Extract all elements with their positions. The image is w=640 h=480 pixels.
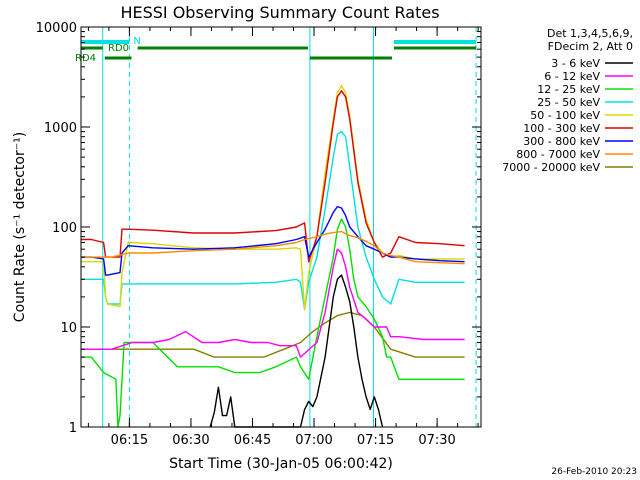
legend-entry-label: 50 - 100 keV [530, 109, 600, 122]
y-tick-label: 10 [60, 321, 77, 336]
x-tick-label: 06:30 [172, 433, 209, 448]
legend-header: FDecim 2, Att 0 [548, 40, 633, 53]
series-line-9 [81, 230, 465, 265]
y-tick-label: 1 [69, 421, 77, 436]
x-tick-label: 07:00 [295, 433, 332, 448]
x-axis-label: Start Time (30-Jan-05 06:00:42) [169, 456, 393, 472]
legend: Det 1,3,4,5,6,9,FDecim 2, Att 0 3 - 6 keV… [502, 27, 633, 174]
legend-entry-label: 12 - 25 keV [537, 83, 600, 96]
series-layer [81, 84, 465, 428]
axis-layer: 06:15 06:30 06:45 07:00 07:15 07:30 1 10 100 1000… [36, 21, 481, 448]
y-tick-label: 1000 [44, 121, 77, 136]
legend-header: Det 1,3,4,5,6,9, [547, 27, 633, 40]
legend-entry-label: 300 - 800 keV [523, 135, 600, 148]
series-line-8 [81, 205, 465, 276]
series-line-1 [81, 311, 465, 358]
series-line-4 [209, 274, 384, 428]
legend-entry-label: 7000 - 20000 keV [502, 161, 600, 174]
series-line-2 [81, 218, 465, 428]
series-line-5 [81, 130, 465, 311]
series-line-3 [81, 248, 465, 358]
legend-entry-label: 6 - 12 keV [544, 70, 600, 83]
legend-entry-label: 25 - 50 keV [537, 96, 600, 109]
y-tick-label: 10000 [36, 21, 77, 36]
y-tick-label: 100 [52, 221, 77, 236]
legend-entry-label: 800 - 7000 keV [516, 148, 600, 161]
annotation-layer [80, 27, 477, 427]
series-line-6 [81, 84, 465, 311]
x-tick-label: 07:15 [357, 433, 394, 448]
legend-entry-label: 3 - 6 keV [551, 57, 600, 70]
series-line-7 [81, 90, 465, 263]
chart-title: HESSI Observing Summary Count Rates [120, 3, 439, 22]
x-tick-label: 06:45 [234, 433, 271, 448]
timestamp-label: 26-Feb-2010 20:23 [551, 467, 637, 477]
legend-entry-label: 100 - 300 keV [523, 122, 600, 135]
x-tick-label: 06:15 [111, 433, 148, 448]
y-axis-label: Count Rate (s⁻¹ detector⁻¹) [12, 132, 28, 322]
rd4-label: RD4 [75, 53, 96, 64]
x-tick-label: 07:30 [418, 433, 455, 448]
night-bar-label: N [133, 36, 140, 47]
label-layer: N RD0 RD4 [75, 36, 141, 64]
plot-frame [80, 26, 482, 428]
rd0-label: RD0 [108, 43, 129, 54]
